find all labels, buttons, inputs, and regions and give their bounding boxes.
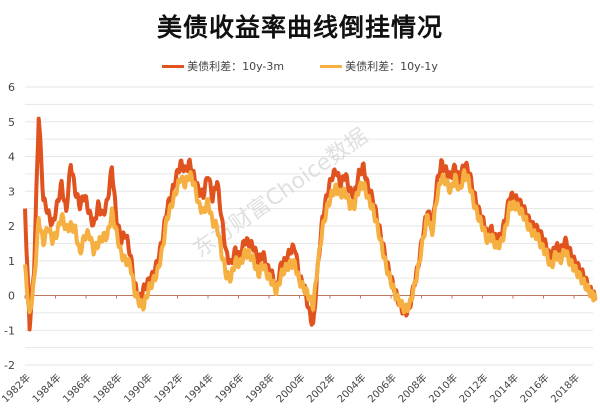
legend: 美债利差：10y-3m 美债利差：10y-1y (0, 58, 600, 74)
x-tick-label: 2012年 (456, 371, 490, 405)
series-lines (23, 116, 598, 332)
x-axis: 1982年1984年1986年1988年1990年1992年1994年1996年… (0, 295, 582, 405)
y-tick-label: -1 (4, 324, 15, 337)
x-tick-label: 1996年 (212, 371, 246, 405)
x-tick-label: 1998年 (243, 371, 277, 405)
legend-swatch-10y-1y (320, 64, 343, 68)
series-line-10y-1y (23, 168, 598, 315)
x-tick-label: 2008年 (395, 371, 429, 405)
x-tick-label: 1984年 (29, 371, 63, 405)
y-tick-label: 3 (8, 185, 15, 198)
x-tick-label: 2014年 (487, 371, 521, 405)
x-tick-label: 1994年 (182, 371, 216, 405)
y-tick-label: 0 (8, 290, 15, 303)
x-tick-label: 2018年 (548, 371, 582, 405)
x-tick-label: 2006年 (365, 371, 399, 405)
x-tick-label: 2000年 (273, 371, 307, 405)
x-tick-label: 1982年 (0, 371, 33, 405)
y-tick-label: 5 (8, 116, 15, 129)
y-tick-label: -2 (4, 359, 15, 372)
y-tick-label: 4 (8, 151, 15, 164)
legend-label-10y-1y: 美债利差：10y-1y (345, 60, 438, 73)
legend-swatch-10y-3m (162, 64, 185, 68)
y-tick-label: 1 (8, 255, 15, 268)
y-axis: 6 5 4 3 2 1 0 -1 -2 (4, 81, 15, 372)
x-tick-label: 2004年 (334, 371, 368, 405)
legend-item-10y-3m[interactable]: 美债利差：10y-3m (162, 58, 284, 74)
x-tick-label: 2010年 (426, 371, 460, 405)
y-tick-label: 2 (8, 220, 15, 233)
y-tick-label: 6 (8, 81, 15, 94)
x-tick-label: 2016年 (517, 371, 551, 405)
legend-label-10y-3m: 美债利差：10y-3m (187, 60, 285, 73)
x-tick-label: 1990年 (121, 371, 155, 405)
x-tick-label: 1988年 (90, 371, 124, 405)
legend-item-10y-1y[interactable]: 美债利差：10y-1y (320, 58, 438, 74)
x-tick-label: 1986年 (60, 371, 94, 405)
chart-title: 美债收益率曲线倒挂情况 (156, 13, 443, 42)
x-tick-label: 1992年 (151, 371, 185, 405)
x-tick-label: 2002年 (304, 371, 338, 405)
